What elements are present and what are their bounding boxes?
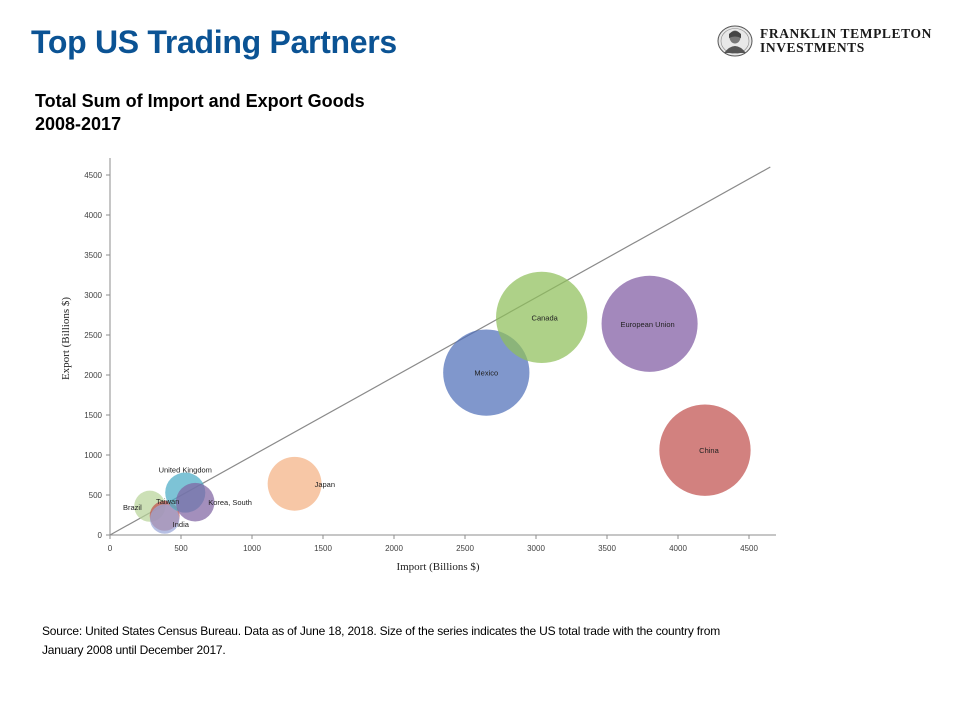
y-tick-label: 2000 xyxy=(84,371,102,380)
bubble-label-european-union: European Union xyxy=(620,320,674,329)
axes-layer xyxy=(109,158,776,536)
bubble-mexico xyxy=(443,329,530,416)
bubble-label-taiwan: Taiwan xyxy=(156,497,179,506)
x-tick-label: 4500 xyxy=(740,544,758,553)
y-tick-label: 3000 xyxy=(84,291,102,300)
x-tick-label: 1500 xyxy=(314,544,332,553)
bubble-china xyxy=(659,404,751,496)
bubbles-layer xyxy=(134,271,751,534)
bubble-label-canada: Canada xyxy=(532,313,559,322)
bubble-label-china: China xyxy=(699,446,719,455)
bubble-labels-layer: Brazil India Taiwan United Kingdom Korea, So… xyxy=(123,313,720,528)
reference-line-layer xyxy=(109,166,771,536)
y-tick-label: 2500 xyxy=(84,331,102,340)
x-tick-label: 3000 xyxy=(527,544,545,553)
chart-title-line-2: 2008-2017 xyxy=(35,114,122,134)
y-axis-title: Export (Billions $) xyxy=(60,297,72,380)
portrait-seal-icon xyxy=(717,25,753,57)
y-tick-label: 3500 xyxy=(84,251,102,260)
bubble-japan xyxy=(267,456,322,511)
franklin-templeton-logo: FRANKLIN TEMPLETON INVESTMENTS xyxy=(716,25,932,57)
chart-title-line-1: Total Sum of Import and Export Goods xyxy=(35,91,365,111)
y-tick-label: 1500 xyxy=(84,411,102,420)
ticks-layer: 0 500 1000 1500 2000 2500 3000 3500 4000 4500 0 500… xyxy=(84,171,758,553)
x-tick-label: 1000 xyxy=(243,544,261,553)
chart-title: Total Sum of Import and Export Goods 200… xyxy=(35,90,365,136)
slide-title: Top US Trading Partners xyxy=(31,24,397,60)
y-tick-label: 1000 xyxy=(84,451,102,460)
y-tick-label: 4500 xyxy=(84,171,102,180)
bubble-chart: 0 500 1000 1500 2000 2500 3000 3500 4000 4500 0 500… xyxy=(60,158,776,573)
bubble-label-united-kingdom: United Kingdom xyxy=(159,466,212,475)
logo-line-1: FRANKLIN TEMPLETON xyxy=(760,26,932,41)
bubble-korea-south xyxy=(175,482,215,522)
bubble-label-mexico: Mexico xyxy=(474,369,498,378)
bubble-canada xyxy=(496,271,588,364)
bubble-label-japan: Japan xyxy=(315,480,335,489)
x-tick-label: 2000 xyxy=(385,544,403,553)
y-tick-label: 0 xyxy=(98,531,103,540)
x-tick-label: 3500 xyxy=(598,544,616,553)
bubble-european-union xyxy=(601,275,698,372)
y-tick-label: 500 xyxy=(89,491,103,500)
x-tick-label: 4000 xyxy=(669,544,687,553)
bubble-label-korea-south: Korea, South xyxy=(208,498,252,507)
x-tick-label: 500 xyxy=(174,544,188,553)
logo-line-2: INVESTMENTS xyxy=(760,40,865,55)
x-tick-label: 0 xyxy=(108,544,113,553)
bubble-label-india: India xyxy=(173,520,190,529)
x-tick-label: 2500 xyxy=(456,544,474,553)
bubble-taiwan xyxy=(149,504,180,534)
y-tick-label: 4000 xyxy=(84,211,102,220)
x-axis-title: Import (Billions $) xyxy=(396,561,479,573)
source-note: Source: United States Census Bureau. Dat… xyxy=(42,624,720,657)
reference-line xyxy=(109,166,771,536)
bubble-label-brazil: Brazil xyxy=(123,503,142,512)
